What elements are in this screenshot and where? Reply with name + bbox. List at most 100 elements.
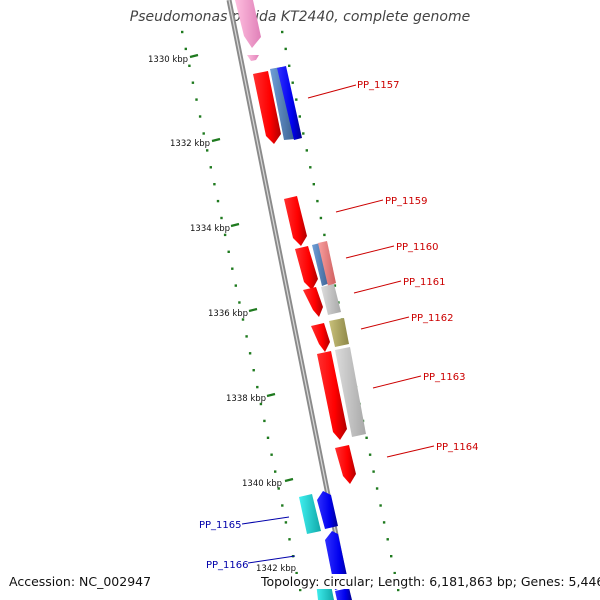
- gene-label-pp1166[interactable]: PP_1166: [206, 560, 249, 571]
- gene-features: [235, 0, 366, 600]
- scale-tick: [206, 149, 209, 152]
- scale-tick: [188, 64, 191, 67]
- gene-label-pp1163[interactable]: PP_1163: [423, 372, 466, 383]
- scale-tick: [393, 571, 396, 575]
- scale-tick: [259, 402, 263, 406]
- gene-pp1160-salmon[interactable]: [318, 241, 336, 286]
- scale-tick: [202, 132, 205, 135]
- scale-tick: [295, 571, 298, 575]
- gene-label-pp1160[interactable]: PP_1160: [396, 242, 439, 253]
- gene-pp1157-red[interactable]: [253, 71, 281, 144]
- scale-major-ticks: [189, 53, 294, 483]
- gene-pp1164[interactable]: [335, 445, 356, 484]
- scale-tick: [209, 166, 212, 169]
- gene-pp1161-red[interactable]: [303, 287, 323, 317]
- gene-pp1165-blue[interactable]: [317, 491, 338, 529]
- gene-pp1162-olive[interactable]: [329, 318, 349, 347]
- scale-tick: [227, 250, 230, 253]
- gene-pp1159[interactable]: [284, 196, 307, 246]
- scale-tick: [312, 183, 315, 186]
- scale-tick: [252, 369, 255, 372]
- gene-label-pp1165[interactable]: PP_1165: [199, 520, 242, 531]
- scale-labels: 1330 kbp 1332 kbp 1334 kbp 1336 kbp 1338…: [148, 55, 296, 574]
- gene-bottom-blue[interactable]: [335, 588, 352, 600]
- scale-tick: [241, 318, 245, 321]
- scale-tick: [291, 81, 294, 84]
- scale-tick: [184, 47, 187, 51]
- scale-tick: [333, 284, 337, 287]
- scale-tick: [245, 335, 248, 338]
- scale-label: 1330 kbp: [148, 55, 188, 65]
- scale-tick: [181, 30, 184, 34]
- scale-tick: [191, 81, 195, 84]
- scale-tick: [305, 149, 308, 152]
- scale-tick: [319, 216, 323, 220]
- gene-pp1162-red[interactable]: [311, 323, 330, 352]
- scale-tick: [323, 233, 326, 237]
- scale-tick: [372, 470, 375, 473]
- scale-tick: [270, 453, 273, 456]
- scale-tick: [256, 385, 259, 389]
- scale-tick: [316, 199, 319, 203]
- scale-label: 1340 kbp: [242, 479, 282, 489]
- gene-labels: PP_1157 PP_1159 PP_1160 PP_1161 PP_1162 …: [199, 80, 479, 571]
- scale-tick: [220, 216, 223, 220]
- scale-tick: [298, 115, 301, 118]
- scale-tick: [216, 199, 220, 203]
- scale-tick: [281, 504, 284, 507]
- scale-label: 1332 kbp: [170, 139, 210, 149]
- scale-tick: [382, 521, 386, 524]
- scale-tick: [238, 301, 241, 304]
- scale-label: 1338 kbp: [226, 394, 266, 404]
- scale-tick: [274, 470, 277, 473]
- scale-tick: [213, 183, 216, 186]
- scale-label: 1336 kbp: [208, 309, 248, 319]
- genome-title: Pseudomonas putida KT2440, complete geno…: [129, 9, 471, 25]
- scale-tick: [266, 436, 270, 439]
- gene-pp1165-cyan[interactable]: [299, 494, 321, 534]
- gene-label-pp1157[interactable]: PP_1157: [357, 80, 400, 91]
- scale-tick: [302, 132, 305, 135]
- gene-label-pp1162[interactable]: PP_1162: [411, 313, 454, 324]
- gene-label-pp1159[interactable]: PP_1159: [385, 196, 428, 207]
- scale-tick: [198, 115, 202, 118]
- scale-tick: [284, 47, 287, 51]
- scale-tick: [195, 98, 198, 101]
- scale-tick: [365, 436, 368, 439]
- scale-tick: [375, 487, 379, 490]
- scale-tick: [397, 588, 400, 592]
- scale-tick: [234, 284, 237, 287]
- scale-tick: [295, 98, 298, 101]
- scale-ticks-left: [181, 30, 302, 592]
- gene-pp1160-red[interactable]: [295, 246, 318, 290]
- scale-label: 1334 kbp: [190, 224, 230, 234]
- accession-label: Accession: NC_002947: [9, 574, 152, 589]
- scale-tick: [284, 521, 288, 524]
- gene-pink-fragment[interactable]: [247, 55, 259, 61]
- gene-label-pp1164[interactable]: PP_1164: [436, 442, 479, 453]
- scale-tick: [277, 487, 280, 490]
- scale-tick: [288, 538, 291, 541]
- scale-tick: [390, 555, 393, 558]
- scale-tick: [281, 30, 284, 34]
- gene-pp1157-blue[interactable]: [277, 66, 302, 140]
- gene-label-pp1161[interactable]: PP_1161: [403, 277, 446, 288]
- gene-pp1163-red[interactable]: [317, 351, 347, 440]
- scale-tick: [288, 64, 291, 67]
- scale-tick: [223, 233, 227, 237]
- scale-tick: [368, 453, 372, 456]
- scale-label: 1342 kbp: [256, 564, 296, 574]
- scale-tick: [248, 352, 252, 355]
- scale-tick: [299, 588, 302, 592]
- gene-pp1161-gray[interactable]: [321, 284, 341, 315]
- gene-pink[interactable]: [235, 0, 261, 48]
- gene-leader-lines: [241, 84, 435, 564]
- scale-tick: [386, 538, 389, 541]
- scale-tick: [309, 166, 312, 169]
- gene-pp1163-gray[interactable]: [335, 347, 366, 437]
- scale-tick: [263, 419, 266, 423]
- genome-summary: Topology: circular; Length: 6,181,863 bp…: [261, 574, 600, 589]
- gene-pp1157-steel[interactable]: [270, 67, 295, 140]
- scale-tick: [231, 267, 234, 270]
